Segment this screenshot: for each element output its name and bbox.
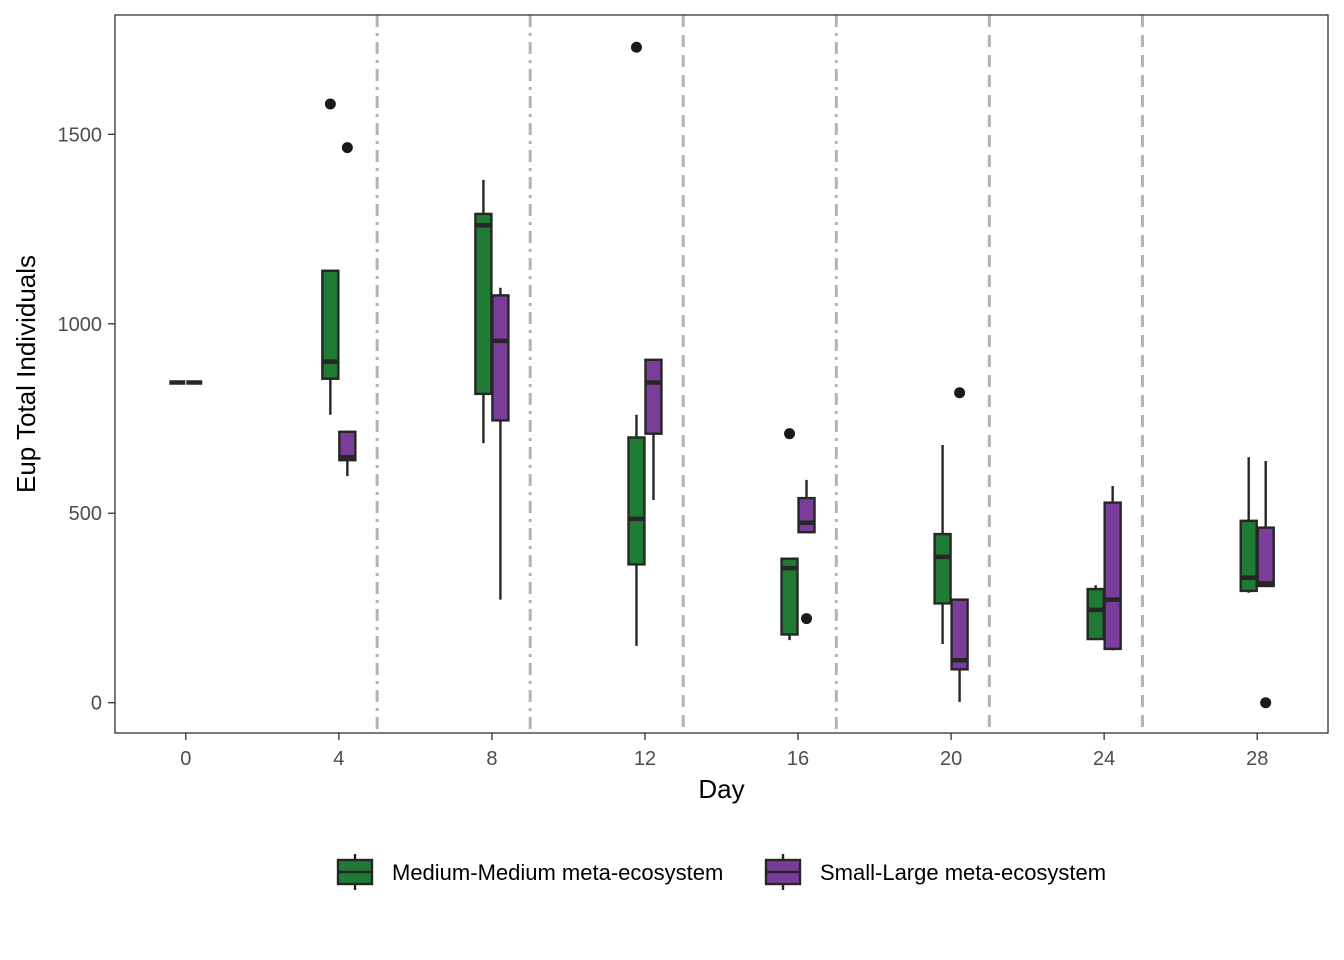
- legend-key: [336, 854, 374, 890]
- box: [1086, 585, 1105, 641]
- y-tick-label: 0: [91, 693, 102, 715]
- box-body: [1086, 587, 1105, 641]
- plot-panel: [114, 14, 1329, 734]
- x-tick-label: 4: [333, 748, 344, 770]
- x-tick-label: 12: [634, 748, 656, 770]
- box-body: [933, 532, 952, 605]
- legend-label: Small-Large meta-ecosystem: [820, 860, 1106, 885]
- box-body: [644, 358, 663, 435]
- x-tick-label: 8: [486, 748, 497, 770]
- outlier-point: [784, 428, 796, 440]
- box-body: [797, 496, 816, 534]
- box: [1103, 485, 1122, 651]
- box-body: [474, 212, 493, 396]
- box-body: [780, 557, 799, 636]
- box-body: [1239, 519, 1258, 593]
- box: [780, 428, 799, 641]
- box: [950, 387, 969, 702]
- y-axis: 0 500 1000 1500: [58, 124, 115, 715]
- x-tick-label: 0: [180, 748, 191, 770]
- box: [933, 445, 952, 644]
- x-tick-label: 24: [1093, 748, 1115, 770]
- outlier-point: [801, 613, 813, 625]
- y-tick-label: 500: [69, 503, 102, 525]
- y-tick-label: 1500: [58, 124, 103, 146]
- box: [627, 41, 646, 646]
- box-body: [950, 598, 969, 671]
- x-tick-label: 16: [787, 748, 809, 770]
- x-tick-label: 20: [940, 748, 962, 770]
- box-body: [1103, 501, 1122, 651]
- legend-label: Medium-Medium meta-ecosystem: [392, 860, 723, 885]
- legend-key: [764, 854, 802, 890]
- box: [1256, 460, 1275, 709]
- outlier-point: [324, 98, 336, 110]
- box-body: [1256, 526, 1275, 588]
- panel-background: [115, 15, 1328, 733]
- panel-border: [114, 14, 1329, 734]
- legend: Medium-Medium meta-ecosystem Small-Large …: [336, 854, 1106, 890]
- outlier-point: [630, 41, 642, 53]
- outlier-point: [1260, 697, 1272, 709]
- box-body: [321, 269, 340, 380]
- outlier-point: [954, 387, 966, 399]
- box: [797, 479, 816, 625]
- y-tick-label: 1000: [58, 314, 103, 336]
- x-axis-title: Day: [698, 774, 744, 804]
- box: [644, 358, 663, 500]
- box-body: [491, 294, 510, 422]
- x-axis: 0 4 8 12 16 20 24 28: [180, 733, 1268, 770]
- box: [321, 98, 340, 415]
- box: [491, 287, 510, 600]
- outlier-point: [341, 142, 353, 154]
- box-body: [338, 430, 357, 462]
- x-tick-label: 28: [1246, 748, 1268, 770]
- box: [338, 142, 357, 477]
- y-axis-title: Eup Total Individuals: [11, 255, 41, 493]
- box-body: [627, 436, 646, 566]
